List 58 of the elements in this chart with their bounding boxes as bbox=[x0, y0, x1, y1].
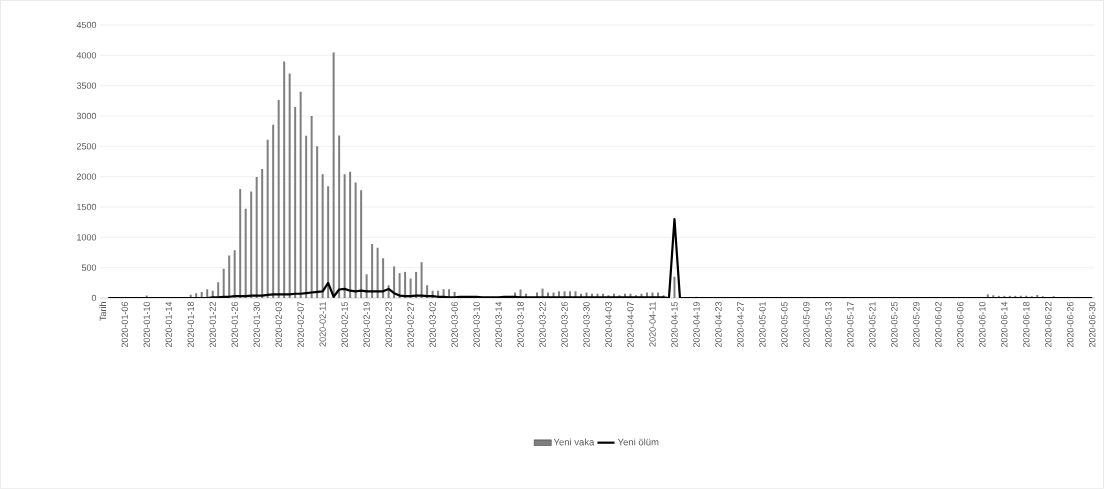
x-tick-label: 2020-04-03 bbox=[605, 301, 612, 348]
x-tick-label: 2020-03-02 bbox=[429, 301, 436, 348]
x-tick-label: 2020-02-19 bbox=[363, 301, 370, 348]
x-tick-label: 2020-04-19 bbox=[693, 301, 700, 348]
x-tick-label: 2020-05-25 bbox=[891, 301, 898, 348]
x-tick-label: 2020-05-21 bbox=[869, 301, 876, 348]
x-tick-label: 2020-04-23 bbox=[715, 301, 722, 348]
x-tick-label: 2020-05-09 bbox=[803, 301, 810, 348]
x-tick-label: 2020-03-30 bbox=[583, 301, 590, 348]
x-tick-label: 2020-01-14 bbox=[165, 301, 172, 348]
x-tick-label: 2020-06-18 bbox=[1023, 301, 1030, 348]
y-tick-label: 0 bbox=[91, 294, 97, 302]
y-tick-label: 4500 bbox=[76, 21, 97, 29]
x-tick-label: 2020-06-10 bbox=[979, 301, 986, 348]
y-tick-label: 4000 bbox=[76, 52, 97, 59]
x-tick-label: 2020-06-14 bbox=[1001, 301, 1008, 348]
x-tick-label: 2020-05-29 bbox=[913, 301, 920, 348]
x-tick-label: 2020-03-14 bbox=[495, 301, 502, 348]
x-tick-label: 2020-01-06 bbox=[121, 301, 128, 348]
x-tick-label: 2020-03-26 bbox=[561, 301, 568, 348]
x-tick-label: 2020-03-10 bbox=[473, 301, 480, 348]
x-tick-label: 2020-03-06 bbox=[451, 301, 458, 348]
y-tick-label: 1500 bbox=[77, 203, 97, 211]
x-tick-label: 2020-05-01 bbox=[759, 301, 766, 348]
x-tick-label: 2020-06-22 bbox=[1045, 301, 1052, 348]
x-tick-label: 2020-02-11 bbox=[319, 301, 326, 347]
x-tick-label: 2020-02-27 bbox=[407, 301, 414, 348]
x-tick-label: 2020-04-11 bbox=[649, 301, 656, 347]
x-tick-label: 2020-01-30 bbox=[253, 301, 260, 348]
x-tick-label: Tarih bbox=[99, 302, 107, 321]
x-tick-label: 2020-02-15 bbox=[341, 301, 348, 348]
x-tick-label: 2020-03-18 bbox=[517, 301, 524, 348]
legend-label: Yeni vaka bbox=[553, 438, 595, 446]
x-tick-label: 2020-01-22 bbox=[209, 301, 216, 348]
x-tick-label: 2020-05-13 bbox=[825, 301, 832, 348]
x-tick-label: 2020-04-15 bbox=[671, 301, 678, 348]
x-tick-label: 2020-02-07 bbox=[297, 301, 304, 348]
x-tick-label: 2020-06-26 bbox=[1067, 301, 1074, 348]
x-tick-label: 2020-04-07 bbox=[627, 301, 634, 348]
x-tick-label: 2020-04-27 bbox=[737, 301, 744, 348]
y-tick-label: 2500 bbox=[76, 143, 97, 150]
x-tick-label: 2020-01-18 bbox=[187, 301, 194, 348]
y-tick-label: 3000 bbox=[76, 112, 97, 120]
x-tick-label: 2020-06-30 bbox=[1089, 301, 1096, 348]
y-tick-label: 3500 bbox=[76, 82, 97, 89]
x-tick-label: 2020-06-06 bbox=[957, 301, 964, 348]
x-tick-label: 2020-02-03 bbox=[275, 301, 282, 348]
x-tick-label: 2020-01-26 bbox=[231, 301, 238, 348]
x-tick-label: 2020-03-22 bbox=[539, 301, 546, 348]
y-tick-label: 500 bbox=[81, 264, 97, 271]
y-tick-label: 2000 bbox=[76, 173, 97, 180]
x-tick-label: 2020-05-05 bbox=[781, 301, 788, 348]
x-tick-label: 2020-05-17 bbox=[847, 301, 854, 348]
x-tick-label: 2020-01-10 bbox=[143, 301, 150, 348]
x-tick-label: 2020-06-02 bbox=[935, 301, 942, 348]
x-tick-label: 2020-02-23 bbox=[385, 301, 392, 348]
legend-label: Yeni ölüm bbox=[617, 438, 659, 446]
y-tick-label: 1000 bbox=[77, 234, 97, 241]
